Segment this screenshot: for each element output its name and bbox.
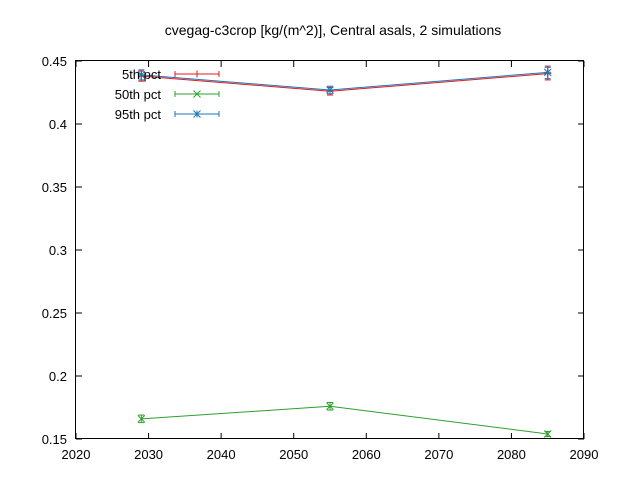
y-tick-label: 0.15: [42, 432, 67, 447]
legend-marker-d2: [193, 110, 201, 118]
x-tick-label: 2030: [134, 447, 163, 462]
legend-label: 5th pct: [122, 67, 161, 82]
data-point-d2: [543, 68, 552, 77]
chart-title: cvegag-c3crop [kg/(m^2)], Central asals,…: [165, 22, 501, 38]
y-tick-label: 0.3: [49, 243, 67, 258]
data-point-d2: [137, 71, 146, 79]
y-tick-label: 0.4: [49, 117, 67, 132]
axes: 2020 2030 2040 2050 2060 2070 2080 2090 0.15 0.2 0…: [42, 54, 599, 462]
data-point-d2: [326, 402, 334, 411]
legend-label: 50th pct: [115, 87, 162, 102]
series-2: [137, 401, 552, 438]
x-tick-label: 2040: [207, 447, 236, 462]
series-3: [137, 65, 552, 95]
legend-label: 95th pct: [115, 107, 162, 122]
legend-sample: [174, 90, 220, 98]
data-point-d2: [326, 86, 334, 94]
y-tick-label: 0.25: [42, 306, 67, 321]
legend-sample: [174, 70, 220, 78]
y-tick-label: 0.35: [42, 180, 67, 195]
x-tick-label: 2020: [62, 447, 91, 462]
x-tick-label: 2090: [570, 447, 599, 462]
x-tick-label: 2050: [279, 447, 308, 462]
legend: 5th pct 50th pct 95th pct: [115, 67, 220, 122]
legend-marker-d2: [193, 90, 201, 98]
y-tick-label: 0.45: [42, 54, 67, 69]
x-tick-label: 2060: [352, 447, 381, 462]
x-tick-label: 2080: [497, 447, 526, 462]
legend-sample: [174, 110, 220, 118]
data-point-d2: [543, 430, 552, 438]
series-line: [141, 405, 548, 435]
x-tick-label: 2070: [424, 447, 453, 462]
data-point-d2: [137, 414, 146, 423]
y-tick-label: 0.2: [49, 369, 67, 384]
series-layer: [137, 65, 552, 438]
